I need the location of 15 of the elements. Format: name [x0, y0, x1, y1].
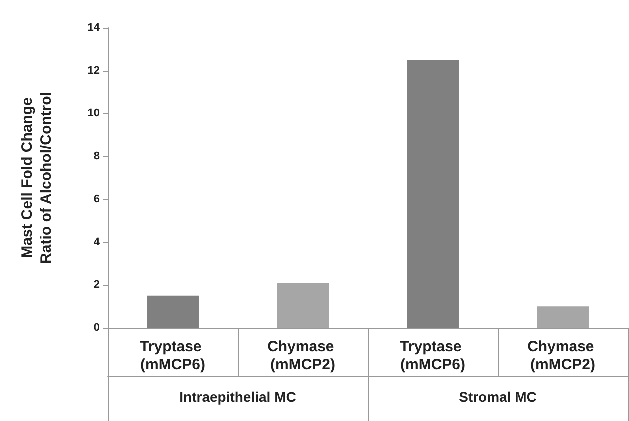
y-tick-label: 4 [94, 236, 101, 248]
x-tick-label: Chymase (mMCP2) [528, 338, 598, 374]
y-tick-label: 2 [94, 279, 100, 292]
x-tick-label: Tryptase (mMCP6) [140, 338, 206, 374]
y-tick-label: 14 [88, 22, 101, 34]
y-tick-label: 12 [88, 64, 100, 77]
y-axis-title: Mast Cell Fold Change Ratio of Alcohol/Control [19, 92, 55, 264]
text: Intraepithelial MC [180, 389, 296, 405]
y-tick-label: 6 [94, 193, 100, 206]
text: Stromal MC [459, 389, 537, 405]
x-tick-label: Tryptase (mMCP6) [400, 338, 466, 374]
y-tick-label: 10 [88, 108, 100, 120]
y-tick-label: 0 [94, 322, 100, 334]
x-tick-label: Chymase (mMCP2) [268, 338, 338, 374]
y-tick-label: 8 [94, 150, 100, 163]
